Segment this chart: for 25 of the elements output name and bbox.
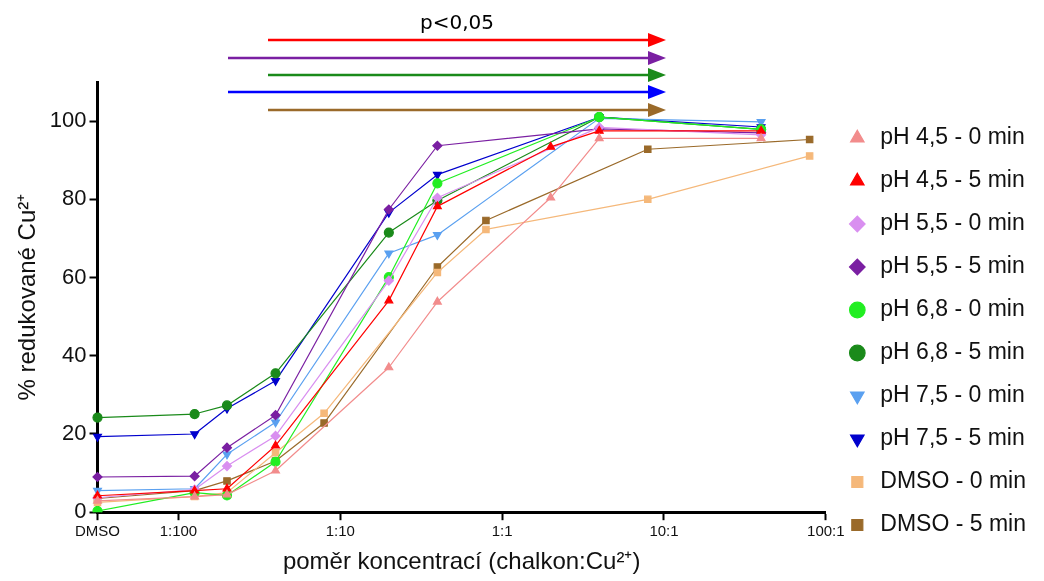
text: p<0,05 [420, 10, 494, 34]
y-tick-label: 40 [62, 341, 87, 367]
legend-label: pH 6,8 - 0 min [880, 295, 1025, 322]
legend-label: pH 4,5 - 0 min [880, 123, 1025, 150]
x-tick-label: DMSO [75, 522, 121, 540]
y-axis-title: % redukované Cu²⁺ [13, 193, 41, 401]
y-tick-label: 100 [49, 107, 87, 133]
legend-label: pH 7,5 - 0 min [880, 381, 1025, 408]
x-tick-label: 10:1 [649, 522, 679, 540]
y-tick-label: 60 [62, 263, 87, 289]
legend-label: pH 7,5 - 5 min [880, 424, 1025, 451]
legend-label: pH 5,5 - 5 min [880, 252, 1025, 279]
legend-label: DMSO - 5 min [880, 510, 1027, 537]
y-tick-label: 80 [62, 185, 87, 211]
x-tick-label: 1:10 [325, 522, 355, 540]
x-axis-title: poměr koncentrací (chalkon:Cu²⁺) [282, 547, 641, 575]
legend-label: pH 5,5 - 0 min [880, 209, 1025, 236]
x-tick-label: 100:1 [807, 522, 845, 540]
x-tick-label: 1:100 [159, 522, 198, 540]
legend-label: pH 4,5 - 5 min [880, 166, 1025, 193]
x-tick-label: 1:1 [491, 522, 513, 540]
legend-label: DMSO - 0 min [880, 467, 1027, 494]
y-tick-label: 20 [62, 420, 87, 446]
y-tick-label: 0 [74, 498, 87, 524]
legend-label: pH 6,8 - 5 min [880, 338, 1025, 365]
